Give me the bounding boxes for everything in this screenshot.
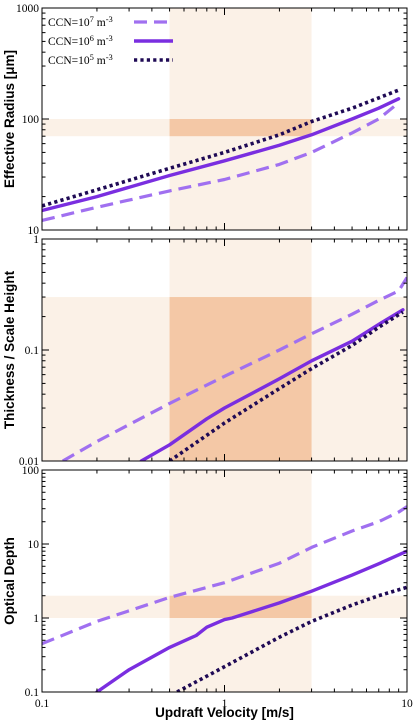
x-tick-label: 1 (222, 698, 228, 710)
series-line-ccn6 (42, 97, 401, 213)
overlap-band (169, 119, 312, 137)
panel-3: 0.1 1 10 100 0.1 1 10 Optical Depth Updraft Velo… (2, 465, 413, 720)
series-line-ccn6 (139, 308, 405, 461)
y-tick-label: 100 (22, 465, 40, 477)
series-line-ccn5 (168, 310, 404, 461)
legend-label-ccn5: CCN=105 m-3 (48, 52, 113, 67)
series-group (42, 88, 401, 222)
y-tick-label: 1 (33, 234, 39, 246)
overlap-band (169, 595, 312, 618)
y-tick-label: 0.1 (25, 345, 40, 357)
y-tick-label: 10 (28, 225, 40, 237)
velocity-band (169, 470, 312, 692)
series-line-ccn7 (42, 101, 400, 222)
legend-label-ccn7: CCN=107 m-3 (48, 14, 113, 29)
overlap-band (169, 297, 312, 461)
series-group (42, 505, 407, 692)
panel-2: 0.01 0.1 1 Thickness / Scale Height (2, 234, 408, 468)
legend-label-ccn6: CCN=106 m-3 (48, 33, 113, 48)
panel-1: 10 100 1000 Effective Radius [μm] (2, 3, 408, 237)
series-line-ccn6 (95, 549, 407, 692)
y-tick-label: 10 (28, 539, 40, 551)
series-group (62, 276, 407, 461)
series-line-ccn7 (42, 505, 407, 646)
series-line-ccn5 (176, 585, 407, 692)
y-tick-label: 0.01 (19, 456, 39, 468)
y-tick-label: 1000 (16, 3, 39, 15)
y-tick-label: 0.1 (25, 687, 40, 699)
x-axis-label: Updraft Velocity [m/s] (155, 705, 294, 720)
legend: CCN=107 m-3 CCN=106 m-3 CCN=105 m-3 (48, 14, 173, 67)
y-axis-label: Optical Depth (2, 537, 17, 625)
x-tick-label: 0.1 (35, 698, 50, 710)
series-line-ccn7 (62, 276, 407, 461)
y-tick-label: 1 (33, 613, 39, 625)
y-axis-label: Thickness / Scale Height (2, 270, 17, 429)
y-tick-label: 100 (22, 114, 40, 126)
x-tick-label: 10 (401, 698, 413, 710)
y-axis-label: Effective Radius [μm] (2, 50, 17, 188)
